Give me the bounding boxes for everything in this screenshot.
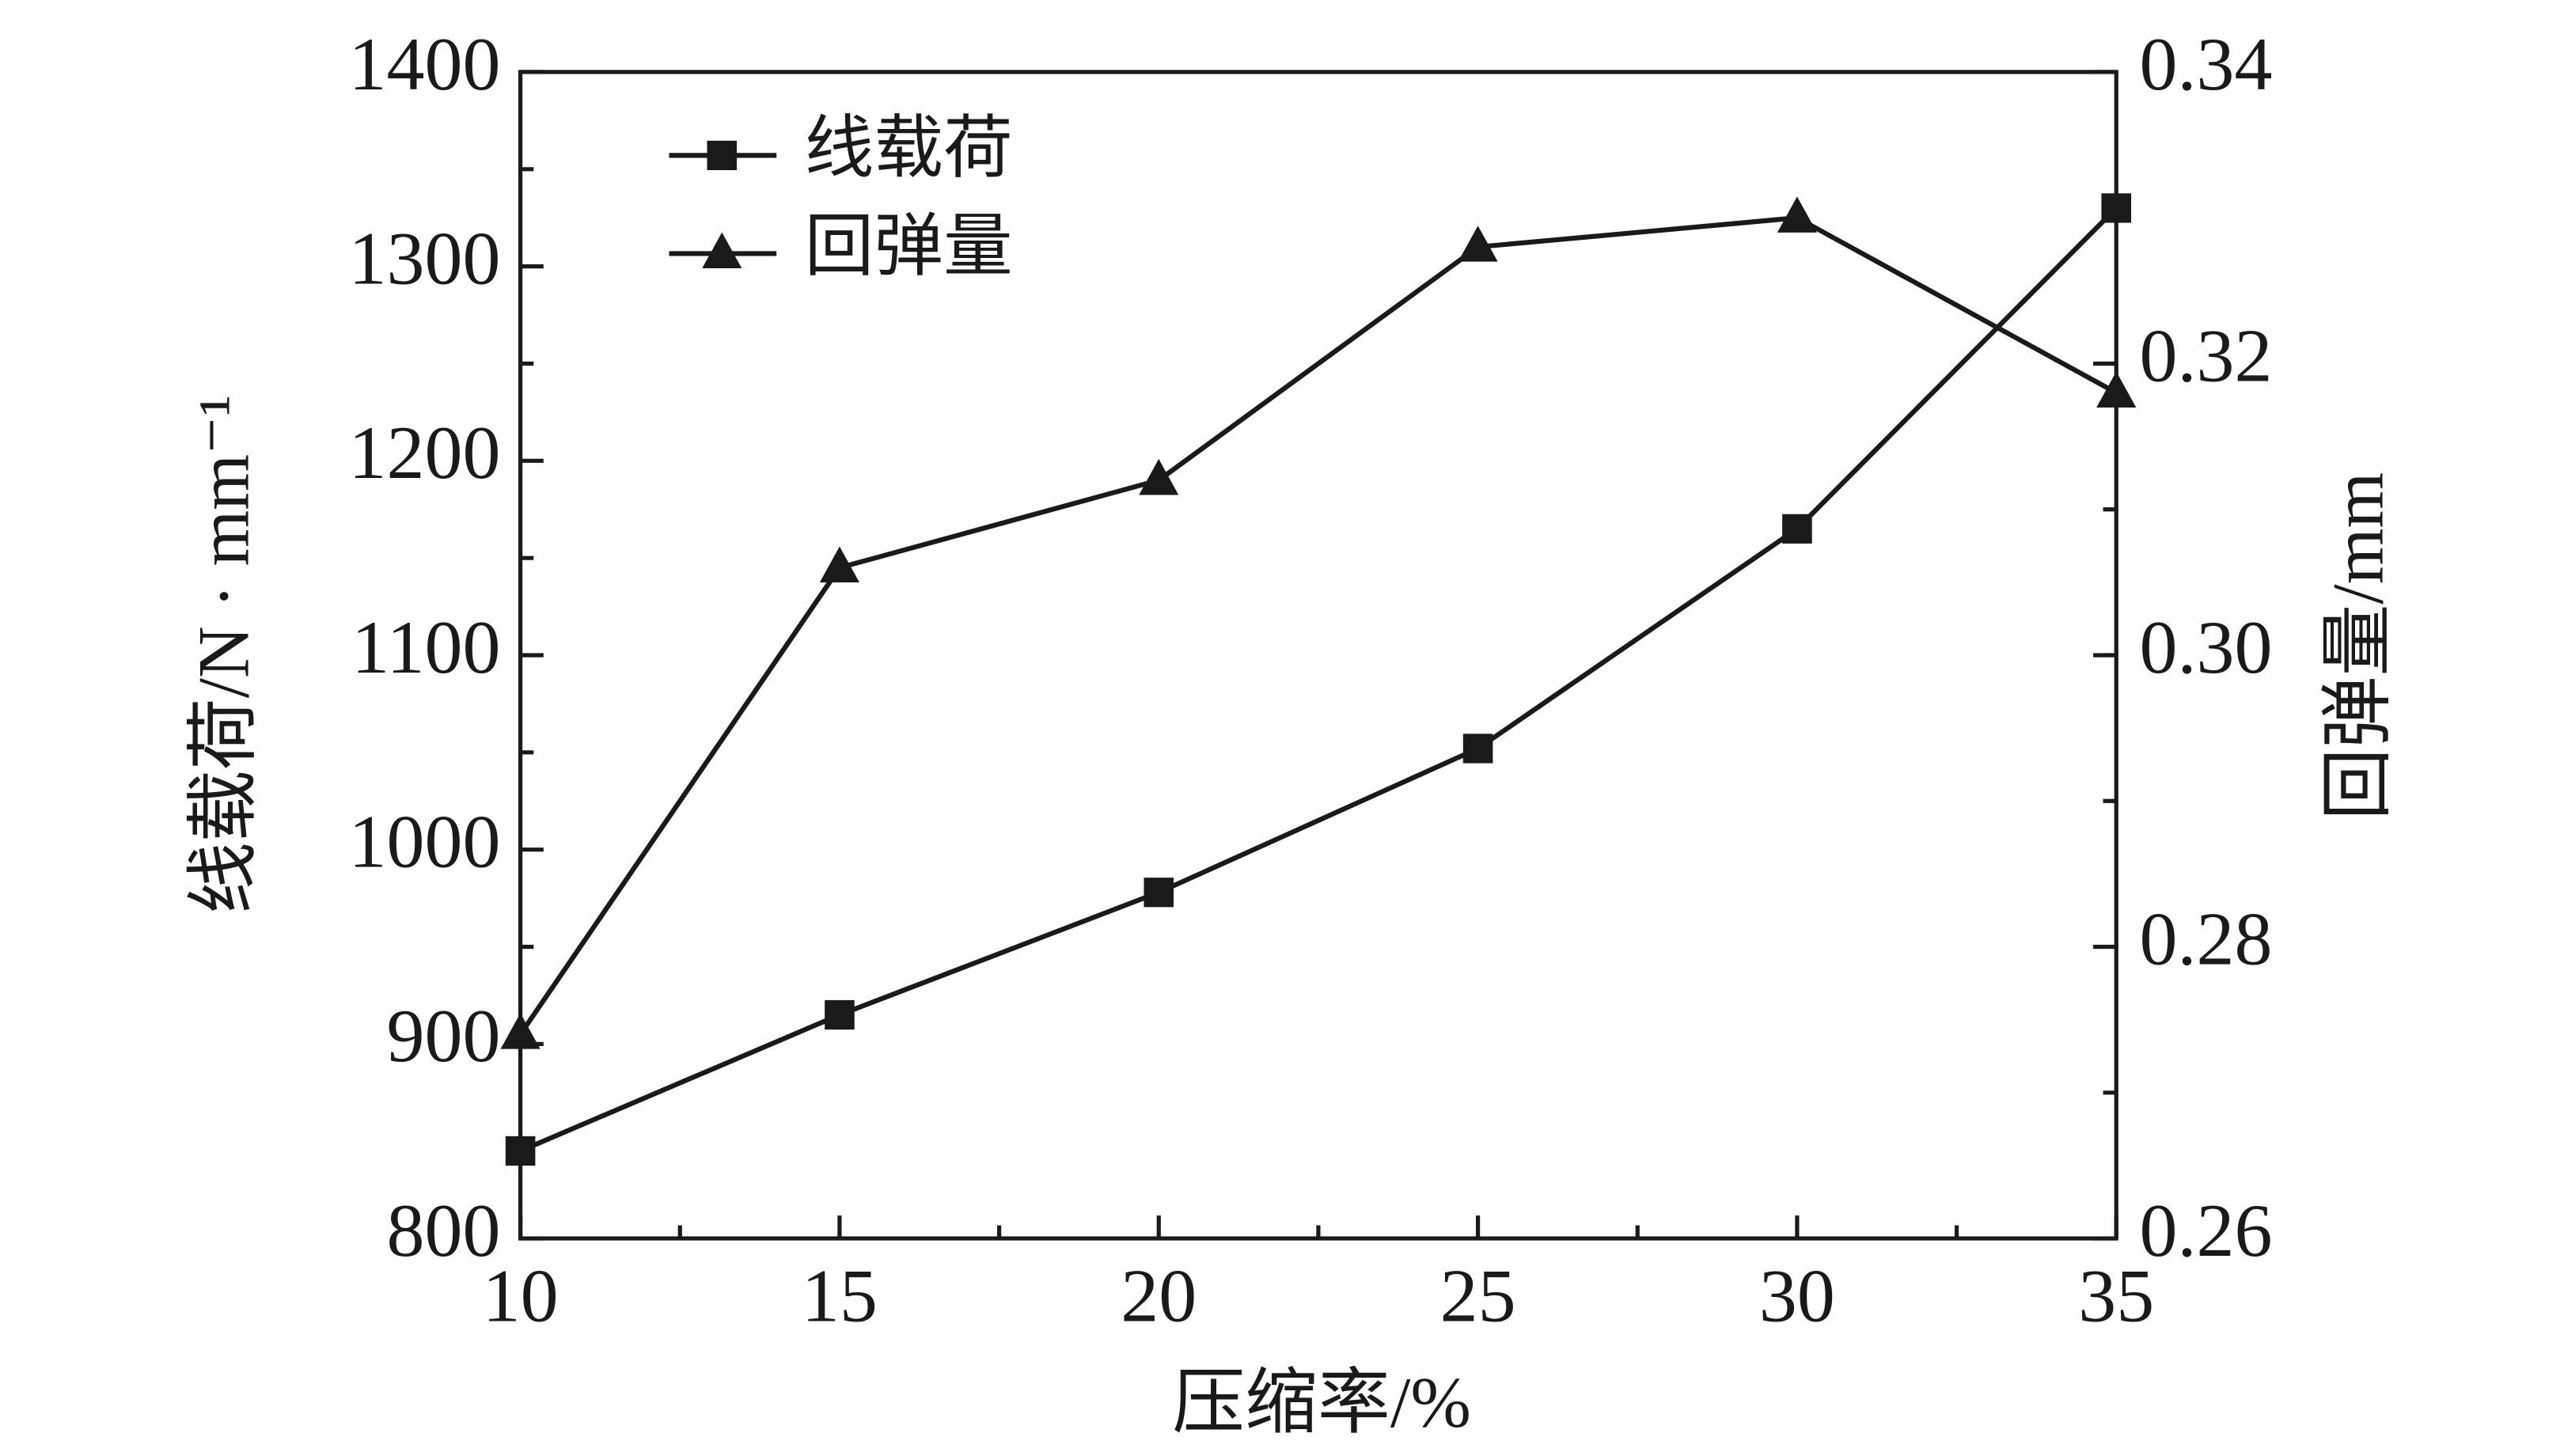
y2-axis-label: 回弹量/mm: [2318, 472, 2398, 821]
y-axis-label: 线载荷/N · mm⁻¹: [184, 395, 264, 914]
y2-tick-label: 0.30: [2139, 605, 2272, 688]
x-tick-label: 30: [1759, 1254, 1835, 1337]
marker-triangle: [500, 1013, 540, 1049]
y-tick-label: 1100: [351, 605, 500, 688]
marker-triangle: [2096, 371, 2137, 408]
marker-square: [1462, 734, 1493, 764]
x-tick-label: 10: [483, 1254, 559, 1337]
marker-square: [825, 999, 855, 1030]
y2-tick-label: 0.26: [2139, 1189, 2272, 1272]
y2-tick-label: 0.34: [2139, 22, 2272, 105]
y-tick-label: 1000: [349, 800, 501, 883]
legend-marker: [702, 232, 742, 269]
plot-frame: [518, 70, 2118, 1241]
x-tick-label: 25: [1440, 1254, 1516, 1337]
x-tick-label: 15: [802, 1254, 878, 1337]
series-line: [519, 206, 2118, 1154]
marker-triangle: [1458, 226, 1498, 262]
y-tick-label: 800: [387, 1189, 501, 1272]
y-tick-label: 1200: [349, 411, 501, 495]
x-axis-label: 压缩率/%: [1172, 1363, 1471, 1443]
legend-marker: [707, 140, 738, 171]
y2-tick-label: 0.32: [2139, 314, 2272, 397]
x-tick-label: 35: [2078, 1254, 2154, 1337]
x-tick-label: 20: [1121, 1254, 1197, 1337]
y-tick-label: 900: [387, 995, 501, 1078]
marker-square: [1144, 878, 1174, 908]
legend-label: 回弹量: [805, 208, 1013, 285]
legend-label: 线载荷: [805, 110, 1013, 187]
series-line: [518, 215, 2118, 1036]
marker-square: [1782, 514, 1812, 544]
y-tick-label: 1400: [349, 22, 501, 105]
marker-square: [505, 1136, 536, 1166]
marker-triangle: [1777, 196, 1817, 233]
y2-tick-label: 0.28: [2139, 897, 2272, 980]
marker-triangle: [1139, 459, 1179, 495]
y-tick-label: 1300: [349, 217, 501, 300]
marker-square: [2101, 193, 2132, 223]
marker-triangle: [819, 546, 859, 583]
